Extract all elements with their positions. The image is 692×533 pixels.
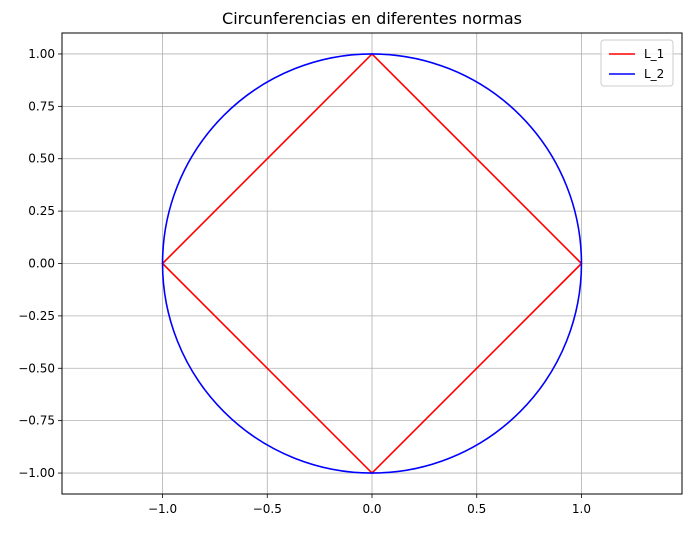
- y-tick-label: −0.50: [18, 361, 55, 375]
- x-tick-label: 1.0: [572, 502, 591, 516]
- legend: L_1L_2: [600, 39, 674, 87]
- y-tick-label: 0.25: [28, 204, 55, 218]
- y-tick-label: 0.00: [28, 257, 55, 271]
- y-tick-label: −1.00: [18, 466, 55, 480]
- legend-label-l-2: L_2: [644, 67, 664, 81]
- series-line-l-2: [161, 53, 583, 474]
- y-tick-label: −0.25: [18, 309, 55, 323]
- x-tick-label: −1.0: [148, 502, 177, 516]
- x-tick-label: −0.5: [253, 502, 282, 516]
- series-layer: [161, 52, 583, 475]
- x-tick-label: 0.5: [467, 502, 486, 516]
- ticks-layer: −1.0 −0.5 0.0 0.5 1.0 1.00 0.75 0.50 0.25 0.00 −0.…: [18, 47, 591, 516]
- y-tick-label: 0.50: [28, 152, 55, 166]
- y-tick-label: 0.75: [28, 99, 55, 113]
- legend-label-l-1: L_1: [644, 47, 664, 61]
- y-tick-label: 1.00: [28, 47, 55, 61]
- y-tick-label: −0.75: [18, 414, 55, 428]
- x-tick-label: 0.0: [362, 502, 381, 516]
- chart-title: Circunferencias en diferentes normas: [222, 9, 522, 28]
